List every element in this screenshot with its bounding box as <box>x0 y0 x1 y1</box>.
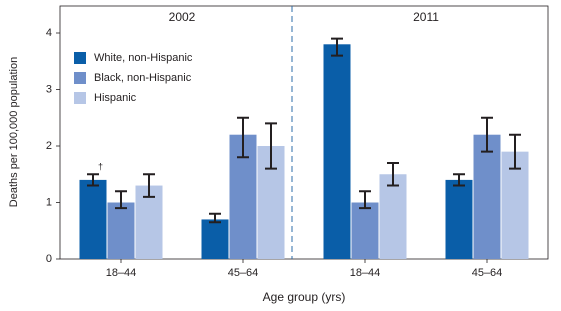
y-tick-label: 1 <box>46 196 52 208</box>
y-axis-label: Deaths per 100,000 population <box>8 57 20 207</box>
error-bar <box>331 37 343 57</box>
bar <box>351 202 379 259</box>
error-bar <box>87 173 99 187</box>
y-tick-label: 0 <box>46 253 52 265</box>
period-label: 2002 <box>169 10 196 24</box>
error-bar <box>453 173 465 187</box>
bar <box>107 202 135 259</box>
legend-label: White, non-Hispanic <box>94 52 193 64</box>
bar <box>79 179 107 259</box>
bar <box>379 174 407 259</box>
legend-swatch <box>74 52 86 64</box>
legend-swatch <box>74 92 86 104</box>
period-label: 2011 <box>413 10 439 24</box>
error-bar <box>481 116 493 153</box>
bar <box>473 134 501 259</box>
legend-label: Black, non-Hispanic <box>94 72 192 84</box>
bar <box>201 219 229 259</box>
x-axis-label: Age group (yrs) <box>263 290 346 304</box>
x-tick-label: 18–44 <box>350 267 381 279</box>
y-tick-label: 3 <box>46 83 52 95</box>
x-tick-label: 45–64 <box>472 267 503 279</box>
error-bar <box>115 190 127 210</box>
error-bar <box>237 116 249 159</box>
x-tick-label: 45–64 <box>228 267 259 279</box>
annotation: † <box>98 162 103 172</box>
error-bar <box>509 133 521 170</box>
x-tick-label: 18–44 <box>106 267 137 279</box>
error-bar <box>143 173 155 198</box>
legend-swatch <box>74 72 86 84</box>
plot-frame <box>59 5 549 260</box>
error-bar <box>265 122 277 170</box>
y-tick-label: 2 <box>46 140 52 152</box>
y-tick-label: 4 <box>46 27 52 39</box>
error-bar <box>209 212 221 224</box>
bar <box>445 179 473 259</box>
legend-label: Hispanic <box>94 92 137 104</box>
error-bar <box>387 161 399 187</box>
bar <box>323 44 351 259</box>
error-bar <box>359 190 371 210</box>
